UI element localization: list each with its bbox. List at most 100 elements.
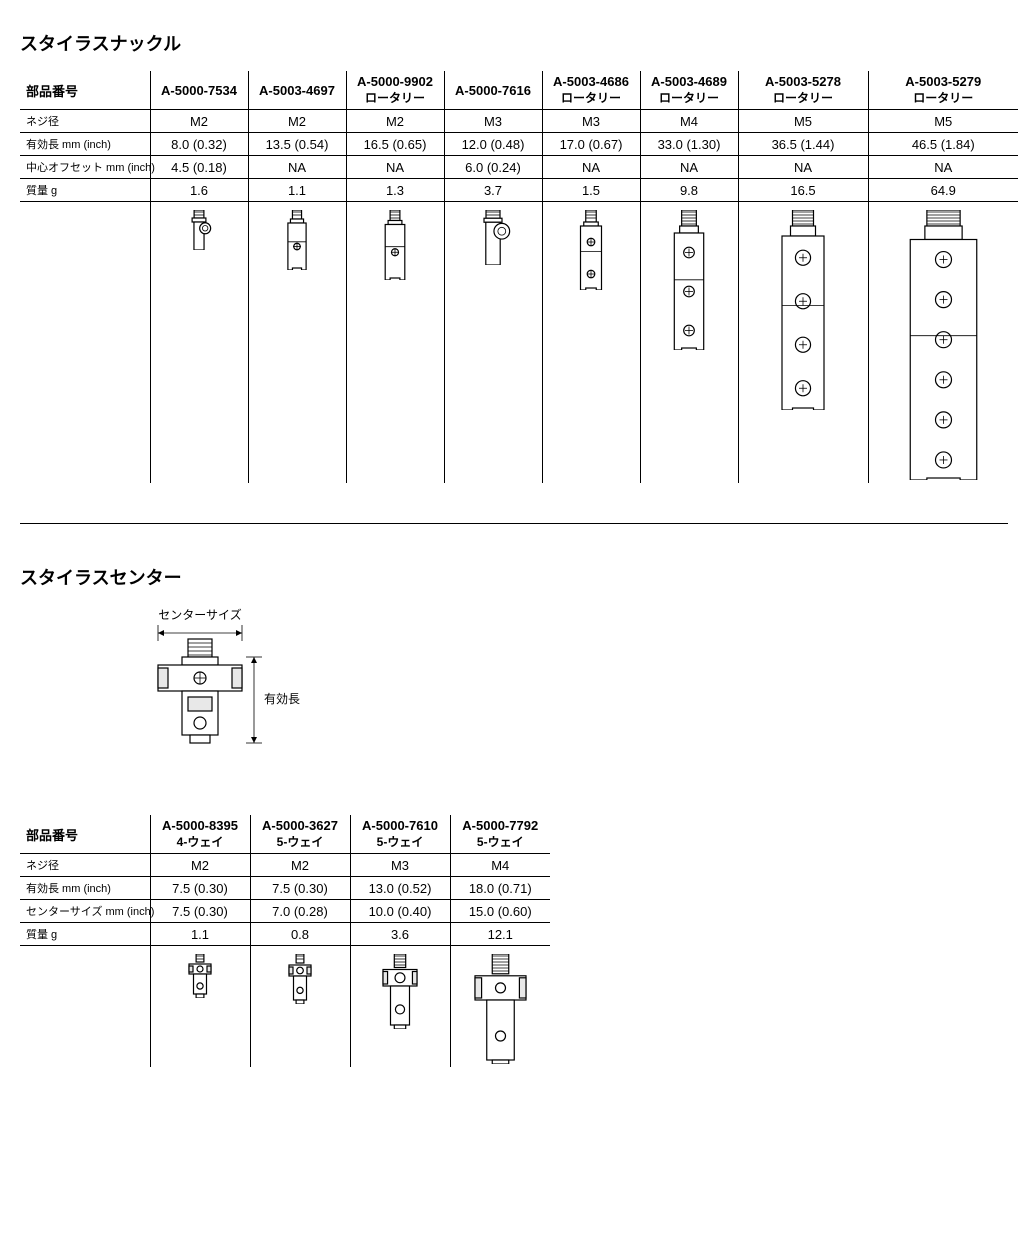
cell: 36.5 (1.44) [738, 133, 868, 156]
cell: M4 [640, 110, 738, 133]
cell: 7.5 (0.30) [150, 900, 250, 923]
cell: 16.5 [738, 179, 868, 202]
cell: M5 [738, 110, 868, 133]
cell: 10.0 (0.40) [350, 900, 450, 923]
cell: 16.5 (0.65) [346, 133, 444, 156]
row-thread: ネジ径 M2 M2 M2 M3 M3 M4 M5 M5 [20, 110, 1018, 133]
row2-cs: センターサイズ mm (inch) 7.5 (0.30) 7.0 (0.28) … [20, 900, 550, 923]
cell: 0.8 [250, 923, 350, 946]
part2-image-1 [250, 946, 350, 1068]
cell: NA [868, 156, 1018, 179]
part-image-3 [444, 202, 542, 484]
row-len-label: 有効長 mm (inch) [20, 133, 150, 156]
cell: NA [738, 156, 868, 179]
c2-1-part: A-5000-36275-ウェイ [250, 815, 350, 854]
row2-cs-label: センターサイズ mm (inch) [20, 900, 150, 923]
cell: 12.1 [450, 923, 550, 946]
part2-image-2 [350, 946, 450, 1068]
row-mass: 質量 g 1.6 1.1 1.3 3.7 1.5 9.8 16.5 64.9 [20, 179, 1018, 202]
row2-len: 有効長 mm (inch) 7.5 (0.30) 7.5 (0.30) 13.0… [20, 877, 550, 900]
part-image-0 [150, 202, 248, 484]
col-4-part: A-5003-4686ロータリー [542, 71, 640, 110]
part-image-7 [868, 202, 1018, 484]
cell: 18.0 (0.71) [450, 877, 550, 900]
section1-title: スタイラスナックル [20, 30, 1008, 56]
section2-title: スタイラスセンター [20, 564, 1008, 590]
dimension-diagram: センターサイズ 有効長 [130, 605, 330, 785]
col-0-part: A-5000-7534 [150, 71, 248, 110]
center-table: 部品番号 A-5000-83954-ウェイ A-5000-36275-ウェイ A… [20, 815, 550, 1067]
cell: M3 [542, 110, 640, 133]
cell: 7.0 (0.28) [250, 900, 350, 923]
cell: 1.1 [248, 179, 346, 202]
cell: NA [248, 156, 346, 179]
cell: 1.6 [150, 179, 248, 202]
cell: NA [640, 156, 738, 179]
part2-image-0 [150, 946, 250, 1068]
cell: NA [346, 156, 444, 179]
col-7-part: A-5003-5279ロータリー [868, 71, 1018, 110]
hdr-label: 部品番号 [20, 71, 150, 110]
cell: NA [542, 156, 640, 179]
cell: M2 [250, 854, 350, 877]
row-off-label: 中心オフセット mm (inch) [20, 156, 150, 179]
diagram-label-top: センターサイズ [158, 607, 241, 622]
cell: M2 [248, 110, 346, 133]
col-3-part: A-5000-7616 [444, 71, 542, 110]
cell: M2 [346, 110, 444, 133]
cell: 17.0 (0.67) [542, 133, 640, 156]
col-6-part: A-5003-5278ロータリー [738, 71, 868, 110]
cell: 7.5 (0.30) [250, 877, 350, 900]
c2-3-part: A-5000-77925-ウェイ [450, 815, 550, 854]
knuckle-table: 部品番号 A-5000-7534 A-5003-4697 A-5000-9902… [20, 71, 1018, 483]
cell: M3 [350, 854, 450, 877]
cell: 3.7 [444, 179, 542, 202]
cell: 13.0 (0.52) [350, 877, 450, 900]
col-2-part: A-5000-9902ロータリー [346, 71, 444, 110]
cell: M4 [450, 854, 550, 877]
cell: 4.5 (0.18) [150, 156, 248, 179]
cell: 1.5 [542, 179, 640, 202]
cell: M3 [444, 110, 542, 133]
cell: M5 [868, 110, 1018, 133]
c2-0-part: A-5000-83954-ウェイ [150, 815, 250, 854]
cell: 9.8 [640, 179, 738, 202]
cell: 12.0 (0.48) [444, 133, 542, 156]
cell: 46.5 (1.84) [868, 133, 1018, 156]
part-image-4 [542, 202, 640, 484]
cell: 64.9 [868, 179, 1018, 202]
cell: 7.5 (0.30) [150, 877, 250, 900]
hdr-label-2: 部品番号 [20, 815, 150, 854]
part-image-5 [640, 202, 738, 484]
cell: M2 [150, 854, 250, 877]
row-off: 中心オフセット mm (inch) 4.5 (0.18) NA NA 6.0 (… [20, 156, 1018, 179]
row-images [20, 202, 1018, 484]
cell: 8.0 (0.32) [150, 133, 248, 156]
cell: 13.5 (0.54) [248, 133, 346, 156]
cell: 3.6 [350, 923, 450, 946]
cell: 33.0 (1.30) [640, 133, 738, 156]
row2-mass: 質量 g 1.1 0.8 3.6 12.1 [20, 923, 550, 946]
row2-images [20, 946, 550, 1068]
diagram-label-right: 有効長 [264, 691, 300, 706]
row-thread-label: ネジ径 [20, 110, 150, 133]
row-mass-label: 質量 g [20, 179, 150, 202]
part-image-6 [738, 202, 868, 484]
cell: 6.0 (0.24) [444, 156, 542, 179]
part2-image-3 [450, 946, 550, 1068]
col-5-part: A-5003-4689ロータリー [640, 71, 738, 110]
cell: 1.3 [346, 179, 444, 202]
row2-thread: ネジ径 M2 M2 M3 M4 [20, 854, 550, 877]
row2-mass-label: 質量 g [20, 923, 150, 946]
row2-thread-label: ネジ径 [20, 854, 150, 877]
section-separator [20, 523, 1008, 524]
cell: M2 [150, 110, 248, 133]
part-image-1 [248, 202, 346, 484]
row-len: 有効長 mm (inch) 8.0 (0.32) 13.5 (0.54) 16.… [20, 133, 1018, 156]
col-1-part: A-5003-4697 [248, 71, 346, 110]
cell: 1.1 [150, 923, 250, 946]
cell: 15.0 (0.60) [450, 900, 550, 923]
part-image-2 [346, 202, 444, 484]
row2-len-label: 有効長 mm (inch) [20, 877, 150, 900]
c2-2-part: A-5000-76105-ウェイ [350, 815, 450, 854]
